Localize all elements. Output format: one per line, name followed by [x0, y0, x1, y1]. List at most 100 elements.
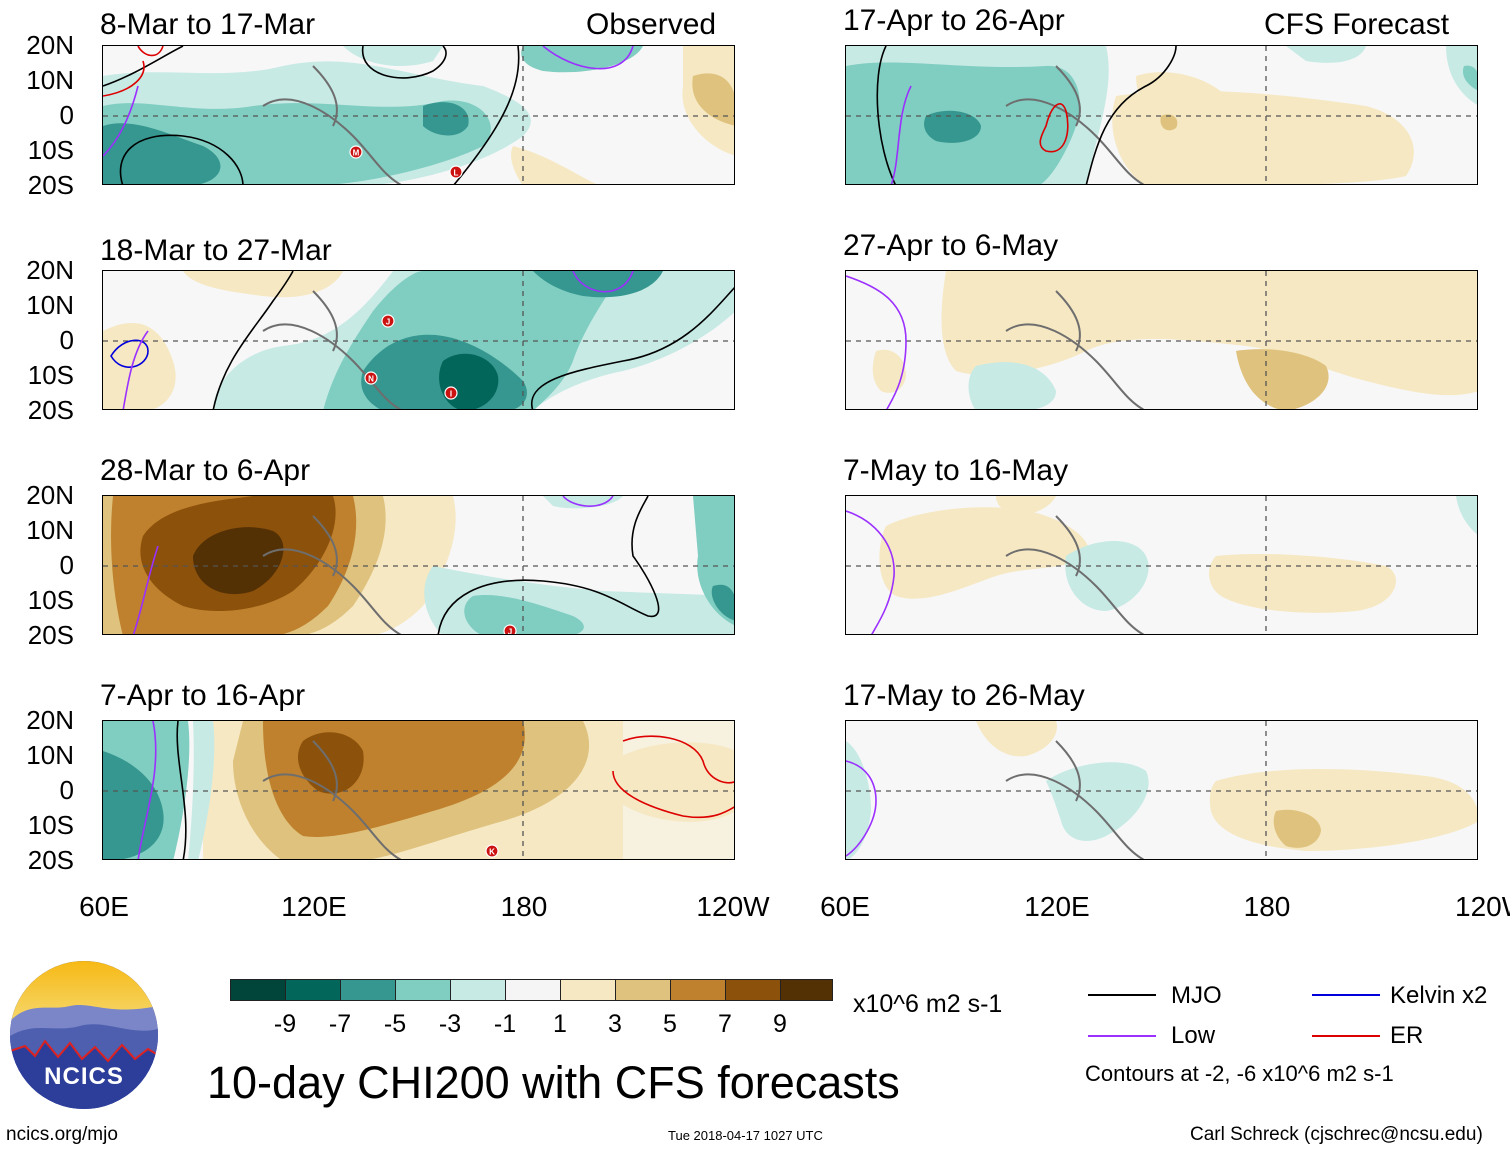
lat-label: 20N: [26, 255, 74, 285]
storm-marker: J: [381, 314, 395, 328]
lat-label: 20S: [27, 170, 74, 200]
map-panel-observed-1: M L: [102, 45, 735, 185]
map-panel-forecast-2: [845, 270, 1478, 410]
chi200-field: M L: [103, 46, 734, 184]
legend-kelvin-line: [1312, 994, 1380, 996]
lat-label: 20N: [26, 30, 74, 60]
lat-label: 0: [59, 100, 74, 130]
logo-text: NCICS: [44, 1063, 124, 1090]
lat-label: 20N: [26, 705, 74, 735]
colorbar-label: 3: [608, 1010, 622, 1038]
contours-note: Contours at -2, -6 x10^6 m2 s-1: [1085, 1061, 1394, 1086]
footer-url[interactable]: ncics.org/mjo: [6, 1124, 118, 1145]
colorbar-swatch: [450, 979, 506, 1001]
ncics-logo: NCICS: [10, 961, 158, 1109]
colorbar-swatch: [670, 979, 726, 1001]
lon-label: 180: [500, 891, 548, 922]
legend-er-label: ER: [1390, 1022, 1424, 1049]
colorbar-label: -7: [328, 1010, 352, 1038]
right-panel-title-3: 7-May to 16-May: [843, 454, 1069, 487]
left-panel-title-1: 8-Mar to 17-Mar: [100, 8, 316, 41]
storm-marker: L: [449, 165, 463, 179]
storm-marker: N: [364, 371, 378, 385]
storm-marker: I: [444, 386, 458, 400]
svg-text:K: K: [489, 848, 495, 857]
right-panel-title-1: 17-Apr to 26-Apr: [843, 4, 1065, 37]
lon-label: 60E: [79, 891, 129, 922]
left-panel-title-2: 18-Mar to 27-Mar: [100, 234, 332, 267]
main-title: 10-day CHI200 with CFS forecasts: [207, 1057, 900, 1108]
svg-text:M: M: [353, 149, 360, 158]
colorbar-label: 5: [663, 1010, 677, 1038]
lon-label: 60E: [820, 891, 870, 922]
legend-low-label: Low: [1171, 1022, 1216, 1049]
colorbar-swatch: [285, 979, 341, 1001]
lat-label: 10N: [26, 515, 74, 545]
legend-mjo-label: MJO: [1171, 982, 1222, 1009]
lat-label: 20S: [27, 845, 74, 875]
colorbar-label: -9: [273, 1010, 297, 1038]
lat-label: 0: [59, 325, 74, 355]
lat-label: 0: [59, 550, 74, 580]
svg-text:J: J: [508, 628, 512, 636]
lon-label: 180: [1243, 891, 1291, 922]
map-panel-forecast-1: [845, 45, 1478, 185]
lat-label: 10S: [27, 360, 74, 390]
chi200-field: [846, 496, 1477, 634]
lat-label: 10N: [26, 65, 74, 95]
svg-text:L: L: [454, 169, 459, 178]
map-panel-observed-4: K: [102, 720, 735, 860]
storm-marker: J: [503, 624, 517, 636]
chi200-field: [846, 46, 1477, 184]
colorbar-swatch: [340, 979, 396, 1001]
colorbar-swatch: [395, 979, 451, 1001]
svg-text:N: N: [368, 375, 374, 384]
legend-low-line: [1088, 1035, 1156, 1037]
colorbar-label: -5: [383, 1010, 407, 1038]
chi200-field: [846, 271, 1477, 409]
lat-label: 20N: [26, 480, 74, 510]
left-panel-title-4: 7-Apr to 16-Apr: [100, 679, 306, 712]
storm-marker: M: [349, 145, 363, 159]
lat-label: 10S: [27, 135, 74, 165]
colorbar-units: x10^6 m2 s-1: [853, 990, 1003, 1018]
colorbar-label: 1: [553, 1010, 567, 1038]
colorbar-swatch: [615, 979, 671, 1001]
map-panel-observed-3: J: [102, 495, 735, 635]
lat-label: 10S: [27, 585, 74, 615]
colorbar-label: 7: [718, 1010, 732, 1038]
chi200-field: J N I: [103, 271, 734, 409]
forecast-header: CFS Forecast: [1264, 8, 1450, 41]
lat-label: 10N: [26, 740, 74, 770]
lon-label: 120W: [696, 891, 770, 922]
storm-marker: K: [485, 844, 499, 858]
colorbar-swatch: [505, 979, 561, 1001]
lat-label: 20S: [27, 395, 74, 425]
footer-author: Carl Schreck (cjschrec@ncsu.edu): [1190, 1124, 1483, 1145]
colorbar-swatch: [780, 979, 833, 1001]
lon-label: 120E: [281, 891, 347, 922]
footer-timestamp: Tue 2018-04-17 1027 UTC: [668, 1128, 823, 1143]
chi200-field: J: [103, 496, 734, 636]
map-panel-forecast-4: [845, 720, 1478, 860]
colorbar-swatch: [560, 979, 616, 1001]
colorbar-label: -3: [438, 1010, 462, 1038]
lat-label: 10S: [27, 810, 74, 840]
legend-kelvin-label: Kelvin x2: [1390, 982, 1488, 1009]
svg-text:I: I: [450, 390, 452, 399]
chi200-field: [846, 721, 1477, 859]
map-panel-forecast-3: [845, 495, 1478, 635]
colorbar-swatch: [230, 979, 286, 1001]
legend-mjo-line: [1088, 994, 1156, 996]
lat-label: 10N: [26, 290, 74, 320]
observed-header: Observed: [586, 8, 717, 41]
lon-label: 120W: [1455, 893, 1510, 921]
lon-label: 120E: [1024, 891, 1090, 922]
map-panel-observed-2: J N I: [102, 270, 735, 410]
colorbar-label: -1: [493, 1010, 517, 1038]
lat-label: 0: [59, 775, 74, 805]
right-panel-title-2: 27-Apr to 6-May: [843, 229, 1059, 262]
left-panel-title-3: 28-Mar to 6-Apr: [100, 454, 311, 487]
colorbar-label: 9: [773, 1010, 787, 1038]
legend-er-line: [1312, 1035, 1380, 1037]
